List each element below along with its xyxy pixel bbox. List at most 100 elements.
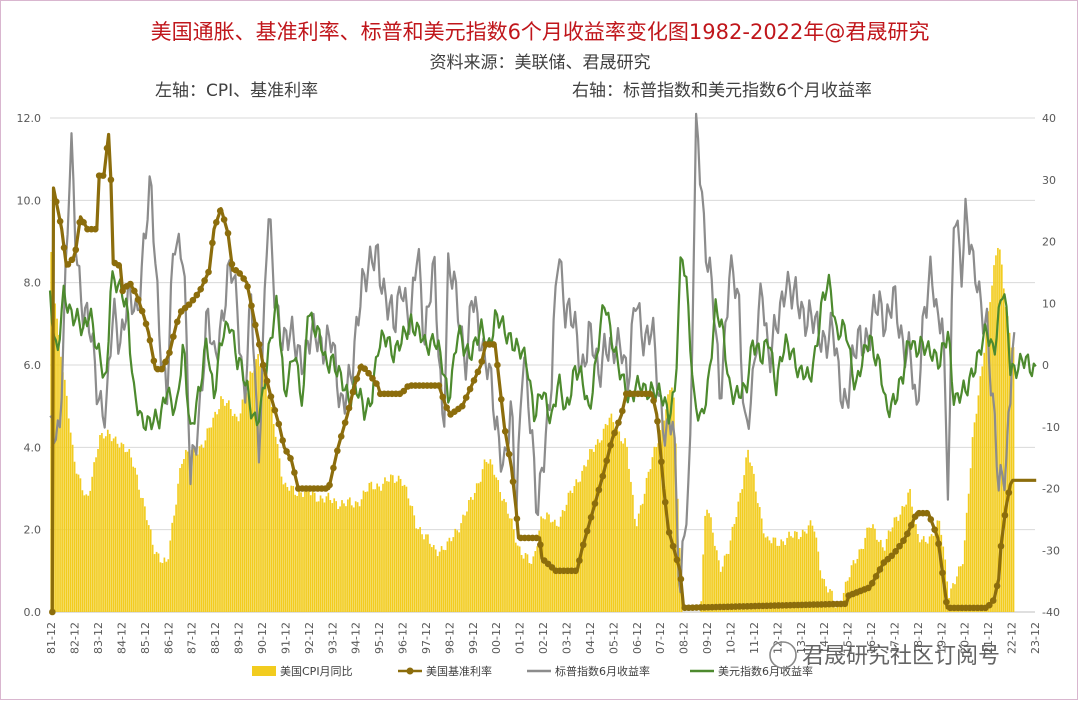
cpi-bar (985, 328, 988, 612)
cpi-bar (618, 431, 621, 612)
right-tick-label: -10 (1042, 421, 1060, 434)
cpi-bar (881, 547, 884, 612)
fed-rate-marker (361, 365, 368, 372)
left-tick-label: 8.0 (24, 277, 42, 290)
cpi-bar (401, 485, 404, 612)
cpi-bar (58, 334, 60, 612)
cpi-bar (571, 493, 574, 612)
cpi-bar (77, 474, 80, 612)
cpi-bar (600, 440, 603, 612)
cpi-bar (922, 536, 925, 612)
fed-rate-marker (661, 498, 669, 506)
fed-rate-marker (439, 393, 447, 401)
cpi-bar (282, 484, 285, 612)
cpi-bar (958, 566, 960, 612)
cpi-bar (975, 413, 978, 612)
cpi-bar (122, 444, 125, 612)
cpi-bar (1008, 332, 1011, 612)
cpi-bar (208, 427, 211, 612)
cpi-bar (458, 532, 460, 612)
cpi-bar (669, 390, 671, 612)
cpi-bar (825, 586, 827, 612)
cpi-bar (126, 451, 129, 612)
cpi-bar (138, 489, 140, 612)
cpi-bar (50, 251, 53, 612)
cpi-bar (803, 531, 806, 612)
fed-rate-marker (72, 246, 80, 254)
fed-rate-marker (142, 320, 150, 328)
cpi-bar (395, 481, 398, 612)
fed-rate-marker (1001, 511, 1009, 519)
cpi-bar (862, 548, 865, 612)
cpi-bar (483, 459, 486, 612)
cpi-bar (891, 527, 894, 612)
fed-rate-marker (986, 601, 993, 609)
cpi-bar (179, 468, 181, 612)
cpi-bar (470, 497, 472, 612)
fed-rate-marker (537, 541, 544, 549)
cpi-bar (499, 492, 501, 612)
cpi-bar (725, 553, 728, 612)
x-tick-label: 82-12 (69, 622, 82, 654)
cpi-bar (309, 495, 312, 612)
cpi-bar (745, 457, 747, 612)
cpi-bar (382, 483, 384, 612)
cpi-bar (755, 491, 757, 612)
cpi-bar (973, 422, 976, 612)
cpi-bar (421, 534, 423, 612)
cpi-bar (415, 528, 418, 612)
cpi-bar (774, 537, 777, 612)
cpi-bar (306, 485, 308, 612)
cpi-bar (224, 405, 226, 612)
fed-rate-marker (224, 229, 232, 237)
x-tick-label: 87-12 (186, 622, 199, 654)
cpi-bar (280, 476, 283, 612)
cpi-bar (376, 483, 378, 612)
cpi-bar (343, 503, 345, 612)
right-tick-label: -20 (1042, 483, 1060, 496)
cpi-bar (145, 520, 148, 612)
cpi-bar (723, 555, 726, 612)
fed-rate-marker (64, 261, 72, 268)
fed-rate-marker (587, 514, 595, 521)
cpi-bar (956, 576, 958, 612)
cpi-bar (635, 526, 638, 612)
fed-rate-marker (876, 566, 884, 573)
fed-rate-marker (103, 144, 111, 152)
right-tick-label: -30 (1042, 544, 1060, 557)
cpi-bar (93, 462, 95, 612)
cpi-bar (620, 441, 622, 612)
x-tick-label: 90-12 (256, 622, 269, 654)
cpi-bar (188, 455, 191, 612)
fed-rate-marker (591, 500, 599, 507)
cpi-bar (165, 561, 168, 612)
cpi-bar (261, 371, 263, 612)
legend-label: 美元指数6月收益率 (718, 664, 813, 678)
x-tick-label: 86-12 (162, 622, 175, 654)
cpi-bar (296, 495, 298, 612)
cpi-bar (347, 499, 349, 612)
cpi-bar (475, 483, 478, 612)
fed-rate-marker (841, 600, 849, 608)
right-tick-label: 0 (1042, 359, 1049, 372)
fed-rate-marker (197, 285, 204, 293)
fed-rate-marker (369, 375, 376, 382)
cpi-bar (928, 536, 931, 612)
cpi-bar (220, 396, 222, 612)
cpi-bar (544, 519, 546, 612)
cpi-bar (85, 494, 88, 612)
cpi-bar (895, 516, 898, 612)
x-tick-label: 93-12 (326, 622, 339, 654)
fed-rate-marker (263, 377, 271, 385)
cpi-bar (612, 422, 615, 612)
cpi-bar (403, 484, 406, 612)
cpi-bar (756, 503, 759, 612)
cpi-bar (65, 395, 68, 612)
cpi-bar (423, 539, 425, 612)
cpi-bar (520, 555, 523, 612)
cpi-bar (526, 554, 529, 612)
cpi-bar (263, 372, 265, 612)
cpi-bar (634, 518, 636, 612)
cpi-bar (272, 424, 275, 612)
fed-rate-marker (334, 447, 341, 455)
